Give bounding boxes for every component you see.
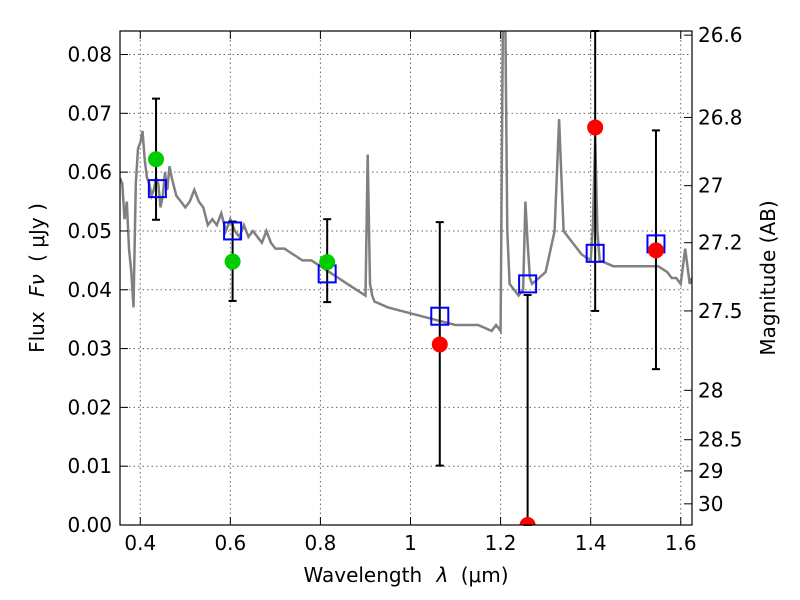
y-tick-label: 0.07 bbox=[67, 101, 112, 125]
y-axis-label-text: Flux bbox=[25, 311, 49, 353]
model-photometry-square bbox=[585, 243, 605, 263]
y2-tick-label: 30 bbox=[698, 492, 723, 516]
x-axis-label-symbol: λ bbox=[436, 563, 449, 587]
x-tick-label: 1.2 bbox=[485, 531, 517, 555]
observed-photometry-point bbox=[224, 253, 241, 270]
observed-photometry-point bbox=[587, 119, 604, 136]
y-axis-label: Flux Fν ( μJy ) bbox=[25, 203, 49, 353]
y2-tick-label: 29 bbox=[698, 459, 723, 483]
y-tick-label: 0.00 bbox=[67, 513, 112, 537]
y2-axis-label: Magnitude (AB) bbox=[756, 200, 780, 355]
y2-tick-label: 26.8 bbox=[698, 105, 743, 129]
observed-photometry-point bbox=[319, 254, 336, 271]
x-tick-label: 0.6 bbox=[214, 531, 246, 555]
x-tick-label: 1.4 bbox=[575, 531, 607, 555]
model-photometry-square bbox=[147, 179, 167, 199]
y-tick-label: 0.03 bbox=[67, 337, 112, 361]
y-tick-label: 0.04 bbox=[67, 278, 112, 302]
x-axis-label-unit: (μm) bbox=[461, 563, 509, 587]
x-tick-label: 1.6 bbox=[665, 531, 697, 555]
y2-tick-label: 26.6 bbox=[698, 23, 743, 47]
y-tick-label: 0.01 bbox=[67, 454, 112, 478]
x-tick-label: 1 bbox=[404, 531, 417, 555]
observed-photometry-point bbox=[647, 242, 664, 259]
model-photometry-square bbox=[518, 274, 538, 294]
y-axis-label-unit: ( μJy ) bbox=[25, 203, 49, 262]
observed-photometry-point bbox=[148, 151, 165, 168]
observed-photometry-point bbox=[519, 517, 536, 525]
plot-frame bbox=[119, 30, 693, 526]
x-axis-label: Wavelength λ (μm) bbox=[303, 563, 508, 587]
x-tick-label: 0.8 bbox=[305, 531, 337, 555]
x-axis-label-text: Wavelength bbox=[303, 563, 422, 587]
y-tick-label: 0.08 bbox=[67, 43, 112, 67]
model-photometry-square bbox=[223, 221, 243, 241]
y2-tick-label: 28.5 bbox=[698, 428, 743, 452]
y2-tick-label: 28 bbox=[698, 378, 723, 402]
marker-layer bbox=[147, 119, 666, 525]
x-tick-label: 0.4 bbox=[124, 531, 156, 555]
y2-tick-label: 27 bbox=[698, 174, 723, 198]
y2-tick-label: 27.2 bbox=[698, 231, 743, 255]
y-tick-label: 0.05 bbox=[67, 219, 112, 243]
tick-layer: 0.4 0.6 0.8 1 1.2 1.4 1.6 0.00 0.01 0.02 0.03 0.04 0… bbox=[67, 23, 742, 555]
model-photometry-square bbox=[430, 306, 450, 326]
y2-tick-label: 27.5 bbox=[698, 299, 743, 323]
y-axis-label-symbol: Fν bbox=[25, 274, 49, 297]
observed-photometry-point bbox=[431, 336, 448, 353]
y-tick-label: 0.06 bbox=[67, 160, 112, 184]
y-tick-label: 0.02 bbox=[67, 395, 112, 419]
